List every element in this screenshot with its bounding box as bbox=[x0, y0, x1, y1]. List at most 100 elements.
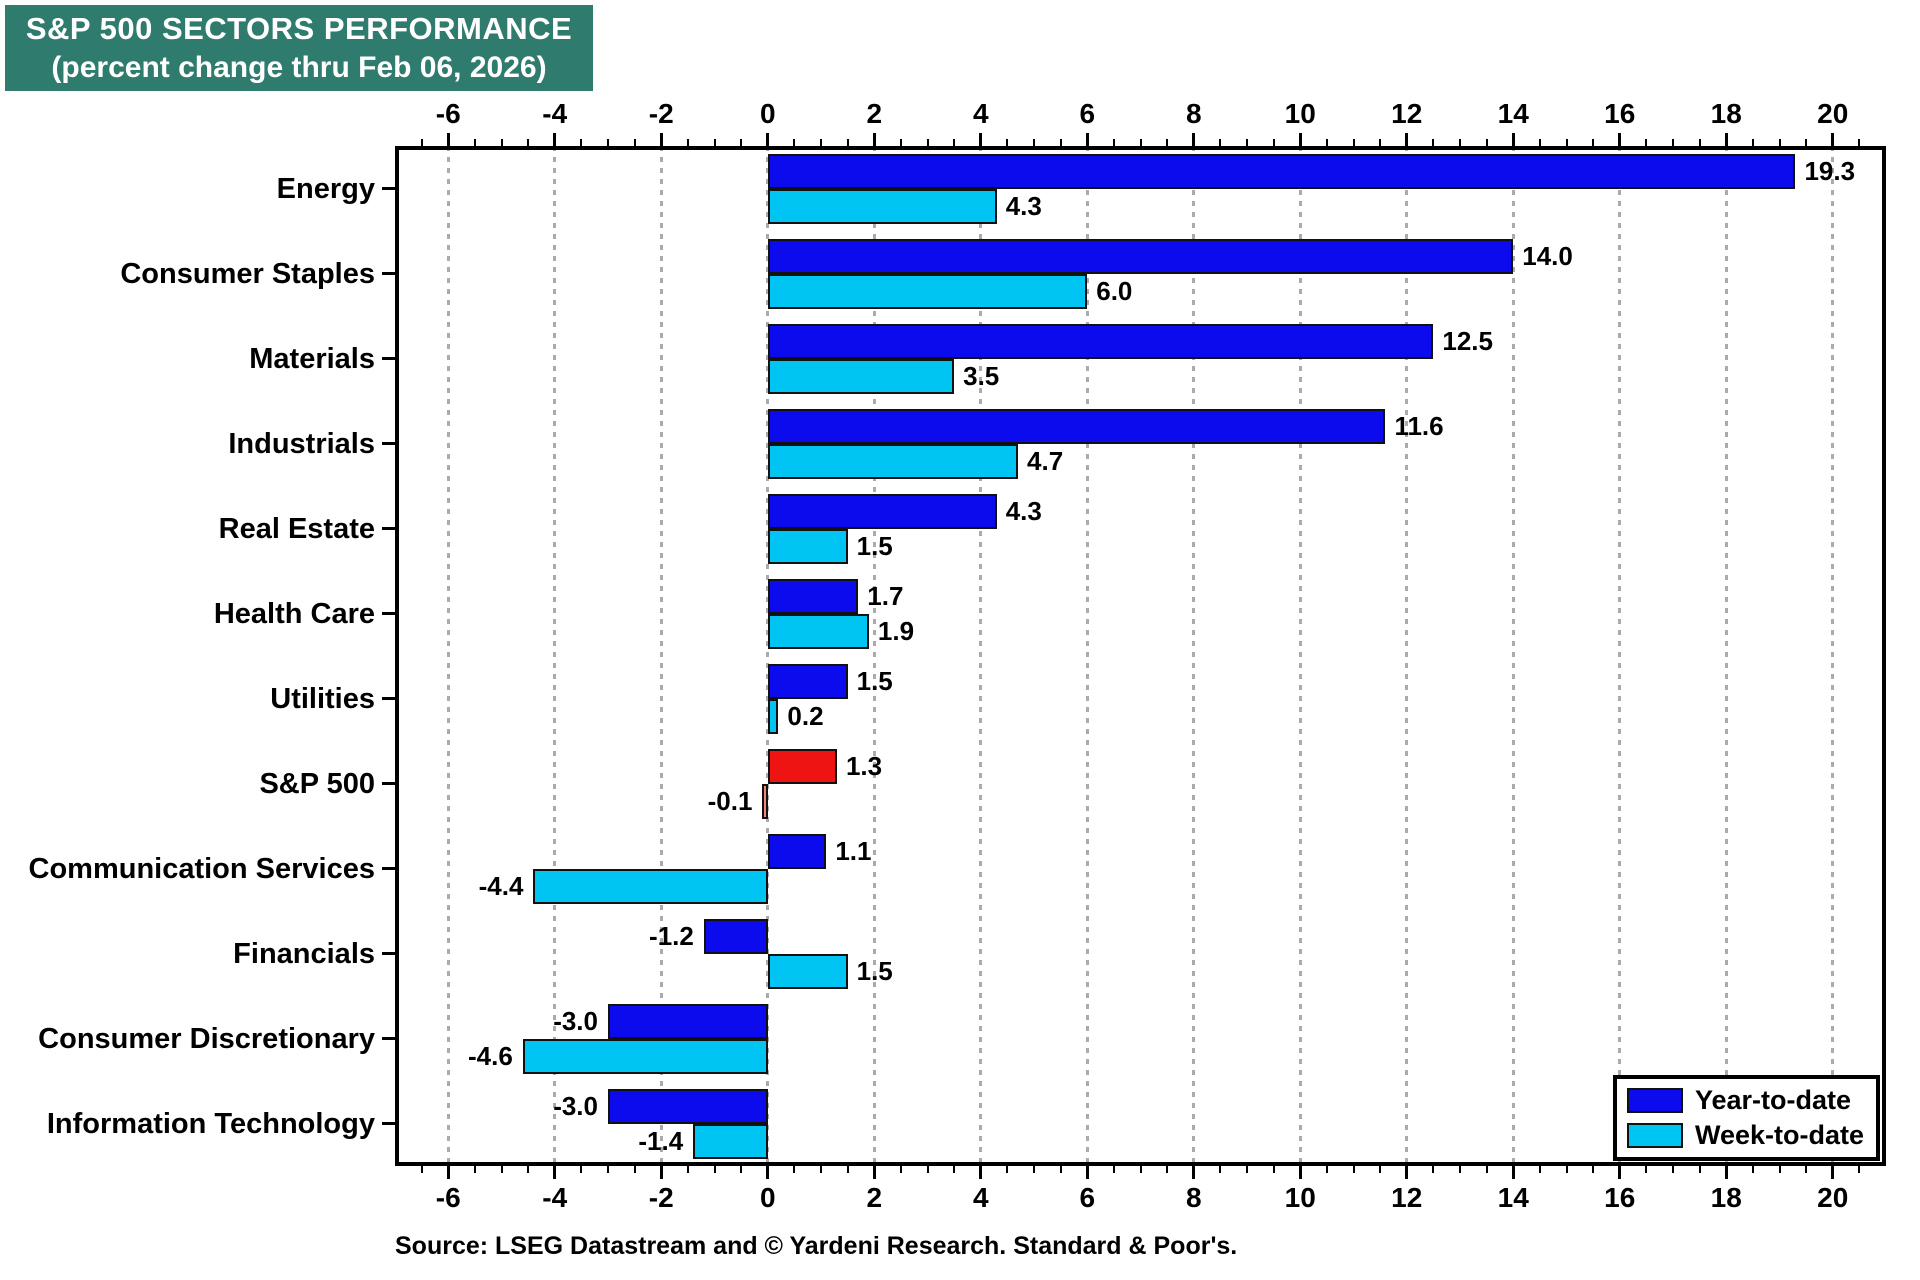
bar-value-label: 14.0 bbox=[1522, 240, 1573, 271]
minor-tick bbox=[1059, 139, 1062, 146]
major-tick bbox=[1511, 133, 1515, 146]
bar-value-label: 1.1 bbox=[835, 835, 872, 866]
bar-value-label: 4.7 bbox=[1027, 445, 1064, 476]
minor-tick bbox=[846, 139, 849, 146]
category-label: Consumer Discretionary bbox=[38, 1022, 375, 1055]
axis-tick-label: 4 bbox=[972, 1182, 989, 1213]
category-tick bbox=[382, 272, 395, 275]
gridline-x8 bbox=[1192, 146, 1196, 1166]
major-tick bbox=[766, 133, 770, 146]
minor-tick bbox=[1645, 139, 1648, 146]
category-label: Materials bbox=[249, 342, 375, 375]
minor-tick bbox=[1139, 1166, 1142, 1173]
minor-tick bbox=[1698, 1166, 1701, 1173]
minor-tick bbox=[1459, 139, 1461, 146]
category-label: Consumer Staples bbox=[120, 257, 375, 290]
axis-tick-label: 8 bbox=[1185, 98, 1202, 129]
axis-tick-label: 18 bbox=[1710, 1182, 1742, 1213]
minor-tick bbox=[1219, 1166, 1222, 1173]
minor-tick bbox=[1751, 1166, 1754, 1173]
axis-tick-label: 16 bbox=[1604, 98, 1636, 129]
ytd-bar bbox=[608, 1088, 768, 1124]
wtd-bar bbox=[533, 868, 768, 904]
ytd-bar bbox=[767, 578, 859, 614]
minor-tick bbox=[1751, 139, 1754, 146]
gridline-x4 bbox=[979, 146, 983, 1166]
ytd-bar bbox=[767, 408, 1386, 444]
category-tick bbox=[382, 867, 395, 870]
gridline-x0 bbox=[766, 146, 770, 1166]
axis-tick-label: 18 bbox=[1710, 98, 1742, 129]
major-tick bbox=[872, 133, 876, 146]
ytd-bar bbox=[703, 918, 768, 954]
bar-value-label: 1.7 bbox=[867, 580, 904, 611]
minor-tick bbox=[1139, 139, 1142, 146]
wtd-bar bbox=[767, 953, 848, 989]
axis-tick-label: -6 bbox=[435, 1182, 461, 1213]
wtd-bar bbox=[762, 783, 768, 819]
axis-tick-label: 10 bbox=[1284, 98, 1316, 129]
ytd-bar bbox=[767, 323, 1434, 359]
gridline-x6 bbox=[1085, 146, 1089, 1166]
minor-tick bbox=[740, 139, 743, 146]
bar-value-label: 1.5 bbox=[856, 665, 893, 696]
category-label: Communication Services bbox=[28, 852, 376, 885]
minor-tick bbox=[1166, 1166, 1169, 1173]
ytd-bar bbox=[767, 748, 837, 784]
axis-tick-label: -4 bbox=[542, 98, 568, 129]
axis-tick-label: -4 bbox=[542, 1182, 568, 1213]
category-label: S&P 500 bbox=[259, 767, 375, 800]
minor-tick bbox=[1325, 1166, 1328, 1173]
minor-tick bbox=[580, 139, 583, 146]
minor-tick bbox=[926, 139, 929, 146]
axis-tick-label: 6 bbox=[1079, 98, 1096, 129]
major-tick bbox=[872, 1166, 876, 1179]
minor-tick bbox=[1219, 139, 1222, 146]
minor-tick bbox=[1565, 1166, 1568, 1173]
minor-tick bbox=[473, 139, 476, 146]
bar-value-label: 6.0 bbox=[1096, 275, 1133, 306]
axis-tick-label: 14 bbox=[1497, 98, 1529, 129]
minor-tick bbox=[1033, 1166, 1035, 1173]
axis-tick-label: 4 bbox=[972, 98, 989, 129]
bar-value-label: 12.5 bbox=[1442, 325, 1493, 356]
axis-tick-label: 0 bbox=[759, 98, 776, 129]
minor-tick bbox=[1112, 1166, 1115, 1173]
major-tick bbox=[1192, 133, 1196, 146]
chart-title-line1: S&P 500 SECTORS PERFORMANCE bbox=[25, 11, 573, 46]
minor-tick bbox=[1059, 1166, 1062, 1173]
minor-tick bbox=[740, 1166, 743, 1173]
wtd-bar bbox=[767, 698, 779, 734]
minor-tick bbox=[633, 139, 636, 146]
axis-tick-label: 14 bbox=[1497, 1182, 1529, 1213]
minor-tick bbox=[527, 1166, 530, 1173]
bar-value-label: 1.3 bbox=[845, 750, 883, 781]
bar-value-label: 4.3 bbox=[1005, 495, 1042, 526]
bar-value-label: 4.3 bbox=[1005, 190, 1042, 221]
category-tick bbox=[382, 952, 395, 955]
major-tick bbox=[979, 133, 983, 146]
chart-title-line2: (percent change thru Feb 06, 2026) bbox=[51, 51, 547, 84]
axis-tick-label: 12 bbox=[1391, 1182, 1423, 1213]
plot-area: Year-to-date Week-to-date 19.3 4.3 14.0 6.0 1… bbox=[395, 146, 1886, 1166]
chart-title-box: S&P 500 SECTORS PERFORMANCE (percent cha… bbox=[5, 5, 593, 91]
minor-tick bbox=[500, 1166, 503, 1173]
major-tick bbox=[1831, 133, 1835, 146]
major-tick bbox=[1724, 133, 1728, 146]
minor-tick bbox=[1459, 1166, 1461, 1173]
major-tick bbox=[1405, 1166, 1409, 1179]
legend: Year-to-date Week-to-date bbox=[1612, 1075, 1880, 1161]
category-label: Energy bbox=[276, 172, 375, 205]
bar-value-label: 1.5 bbox=[856, 530, 893, 561]
minor-tick bbox=[1006, 139, 1009, 146]
minor-tick bbox=[633, 1166, 636, 1173]
ytd-bar bbox=[767, 833, 827, 869]
category-label: Utilities bbox=[270, 682, 375, 715]
bar-value-label: -3.0 bbox=[553, 1005, 598, 1036]
category-label: Information Technology bbox=[46, 1107, 375, 1140]
bar-value-label: -3.0 bbox=[553, 1090, 598, 1121]
minor-tick bbox=[1246, 1166, 1248, 1173]
minor-tick bbox=[1538, 1166, 1541, 1173]
minor-tick bbox=[686, 1166, 689, 1173]
minor-tick bbox=[1485, 1166, 1488, 1173]
